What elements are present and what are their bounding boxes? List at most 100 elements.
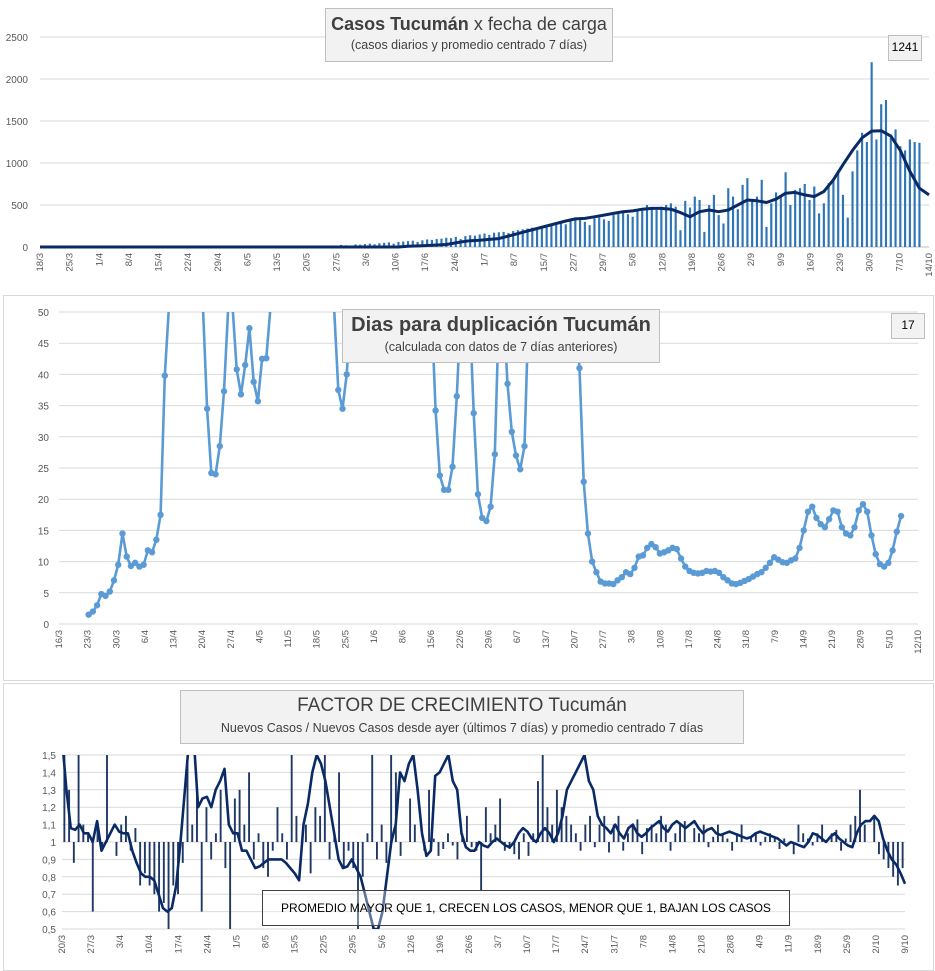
cases-x-tick-label: 12/8 — [657, 253, 668, 272]
doubling-point — [580, 478, 587, 485]
cases-daily-bar — [445, 237, 448, 247]
growth-daily-bar — [451, 842, 454, 846]
growth-daily-bar — [712, 836, 715, 842]
doubling-x-tick-label: 29/6 — [484, 630, 495, 649]
doubling-point — [800, 527, 807, 534]
doubling-point — [517, 466, 524, 473]
doubling-y-tick-label: 15 — [38, 526, 50, 537]
doubling-point — [123, 553, 130, 560]
growth-x-tick-label: 4/9 — [755, 935, 766, 948]
growth-daily-bar — [532, 833, 535, 842]
growth-daily-bar — [153, 842, 156, 895]
growth-daily-bar — [390, 755, 393, 842]
cases-daily-bar — [841, 194, 845, 247]
growth-x-tick-label: 7/8 — [638, 935, 649, 948]
growth-daily-bar — [783, 838, 786, 842]
cases-daily-bar — [684, 200, 687, 247]
growth-daily-bar — [338, 772, 341, 842]
growth-daily-bar — [726, 838, 729, 842]
cases-daily-bar — [387, 242, 390, 247]
growth-daily-bar — [271, 842, 274, 851]
cases-x-tick-label: 10/6 — [391, 253, 402, 272]
growth-daily-bar — [612, 824, 615, 842]
growth-daily-bar — [243, 824, 246, 842]
cases-x-tick-label: 16/9 — [805, 253, 816, 272]
cases-daily-bar — [392, 243, 395, 247]
doubling-point — [766, 559, 774, 567]
cases-daily-bar — [789, 205, 792, 247]
growth-x-tick-label: 22/5 — [319, 935, 330, 954]
growth-daily-bar — [674, 833, 677, 842]
cases-daily-bar — [368, 243, 371, 247]
growth-x-tick-label: 27/3 — [86, 935, 97, 954]
doubling-point — [588, 558, 596, 565]
doubling-point — [220, 388, 228, 395]
growth-daily-bar — [546, 807, 549, 842]
cases-daily-bar — [641, 209, 644, 247]
doubling-point — [89, 608, 97, 615]
growth-daily-bar — [631, 824, 634, 842]
cases-daily-bar — [846, 217, 849, 247]
cases-x-tick-label: 29/4 — [213, 253, 224, 272]
cases-daily-bar — [435, 239, 438, 247]
growth-x-tick-label: 14/8 — [667, 935, 678, 954]
doubling-x-tick-label: 16/3 — [54, 630, 65, 649]
doubling-point — [889, 547, 896, 554]
doubling-point — [880, 563, 888, 570]
growth-daily-bar — [589, 815, 592, 842]
doubling-point — [449, 463, 456, 470]
growth-daily-bar — [196, 789, 198, 842]
cases-daily-bar — [880, 104, 883, 247]
growth-daily-bar — [778, 842, 781, 849]
cases-x-tick-label: 5/8 — [628, 253, 639, 266]
growth-daily-bar — [191, 824, 194, 842]
doubling-x-tick-label: 22/6 — [455, 630, 466, 649]
growth-daily-bar — [773, 838, 776, 842]
doubling-point — [115, 561, 122, 568]
doubling-point — [508, 428, 515, 436]
growth-daily-bar — [409, 798, 412, 842]
doubling-point — [885, 559, 892, 567]
growth-daily-bar — [465, 815, 468, 842]
cases-daily-bar — [779, 194, 782, 247]
cases-daily-bar — [535, 228, 539, 247]
doubling-x-tick-label: 20/4 — [197, 630, 208, 649]
growth-daily-bar — [494, 824, 497, 842]
cases-daily-bar — [736, 209, 739, 247]
cases-daily-bar — [430, 239, 434, 247]
cases-daily-bar — [540, 226, 543, 247]
growth-daily-bar — [584, 824, 587, 842]
growth-daily-bar — [816, 833, 819, 842]
doubling-line-segment — [231, 312, 272, 402]
doubling-x-tick-label: 25/5 — [340, 630, 351, 649]
doubling-chart-title: Dias para duplicación Tucumán — [351, 314, 651, 336]
doubling-point — [796, 544, 803, 552]
growth-daily-bar — [873, 815, 876, 842]
growth-daily-bar — [91, 842, 94, 912]
doubling-point — [584, 530, 592, 537]
growth-daily-bar — [385, 842, 388, 863]
doubling-y-tick-label: 0 — [43, 620, 49, 631]
growth-daily-bar — [224, 842, 227, 869]
growth-daily-bar — [669, 842, 672, 851]
growth-daily-bar — [304, 824, 307, 842]
cases-daily-bar — [411, 240, 414, 247]
doubling-chart-subtitle: (calculada con datos de 7 días anteriore… — [384, 340, 618, 354]
doubling-point — [521, 442, 528, 450]
cases-daily-bar — [406, 241, 410, 247]
growth-daily-bar — [428, 789, 430, 842]
doubling-y-tick-label: 40 — [38, 370, 50, 381]
cases-x-tick-label: 22/7 — [568, 253, 579, 272]
cases-daily-bar — [607, 220, 610, 247]
cases-chart-subtitle: (casos diarios y promedio centrado 7 día… — [350, 38, 588, 52]
doubling-point — [682, 563, 689, 570]
cases-daily-bar — [579, 220, 582, 247]
cases-x-tick-label: 1/7 — [480, 253, 491, 266]
cases-daily-bar — [803, 184, 806, 247]
growth-x-tick-label: 17/4 — [173, 935, 184, 954]
growth-daily-bar — [484, 807, 487, 842]
doubling-x-tick-label: 11/5 — [283, 630, 294, 648]
doubling-point — [343, 371, 350, 378]
cases-daily-bar — [383, 242, 386, 247]
growth-x-tick-label: 10/4 — [144, 935, 155, 954]
